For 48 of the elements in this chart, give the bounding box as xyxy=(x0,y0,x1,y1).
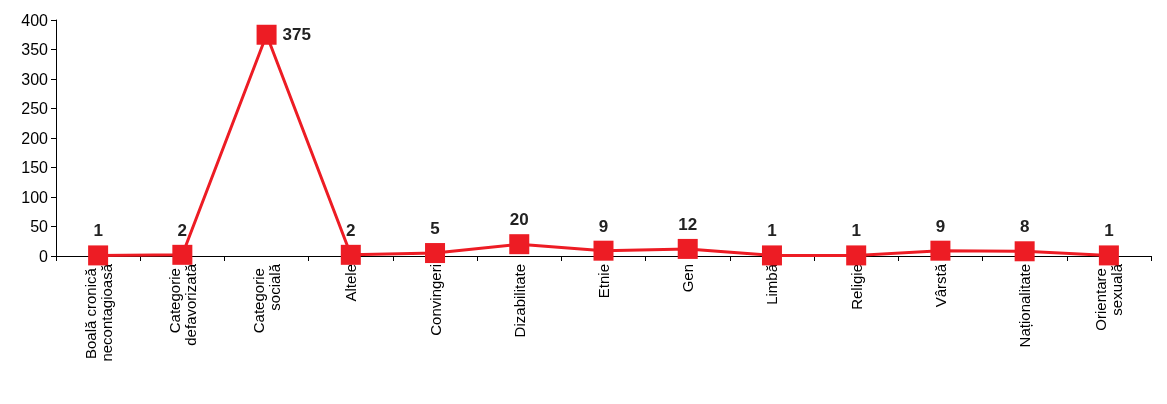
x-tick-label: Religie xyxy=(847,264,865,310)
x-tick-label: Vârstă xyxy=(931,263,949,308)
x-tick-label: Categorie defavorizată xyxy=(165,263,199,346)
data-label: 1 xyxy=(851,221,861,241)
x-tick-label: Categorie socială xyxy=(250,263,284,334)
x-tick-label: Orientare sexuală xyxy=(1092,263,1126,331)
point xyxy=(930,240,951,261)
data-label: 375 xyxy=(282,25,311,45)
y-tick-label: 50 xyxy=(30,218,49,235)
data-label: 1 xyxy=(1104,221,1114,241)
point xyxy=(172,244,193,265)
data-label: 8 xyxy=(1019,217,1030,237)
x-tick-label: Dizabilitate xyxy=(510,264,528,338)
point xyxy=(425,243,446,264)
data-label: 2 xyxy=(177,220,188,240)
data-label: 2 xyxy=(346,220,356,240)
point xyxy=(88,245,109,266)
y-tick-label: 200 xyxy=(21,129,49,147)
y-tick-label: 250 xyxy=(21,100,49,117)
data-label: 1 xyxy=(767,221,777,241)
x-tick-label: Naționalitate xyxy=(1016,264,1034,348)
y-tick-label: 100 xyxy=(21,188,49,206)
data-label: 12 xyxy=(678,214,698,234)
x-tick-label: Gen xyxy=(679,264,697,293)
x-tick-label: Etnie xyxy=(595,264,612,299)
y-tick-label: 300 xyxy=(21,70,49,88)
data-label: 9 xyxy=(598,216,609,236)
point xyxy=(593,240,614,261)
data-label: 9 xyxy=(935,216,946,236)
point xyxy=(340,244,361,265)
point xyxy=(1098,245,1119,266)
x-tick-label: Limbă xyxy=(763,263,781,305)
point xyxy=(509,234,530,255)
point xyxy=(256,24,277,45)
data-label: 20 xyxy=(509,210,529,230)
data-label: 1 xyxy=(93,221,103,241)
point xyxy=(846,245,867,266)
point xyxy=(761,245,782,266)
x-tick-label: Convingeri xyxy=(426,264,444,336)
x-tick-label: Altele xyxy=(342,264,360,302)
point xyxy=(677,238,698,259)
y-tick-label: 150 xyxy=(21,159,49,176)
y-tick-label: 0 xyxy=(39,247,49,265)
point xyxy=(1014,241,1035,262)
data-label: 5 xyxy=(430,219,440,239)
y-tick-label: 400 xyxy=(21,11,49,29)
y-tick-label: 350 xyxy=(21,41,49,58)
x-tick-label: Boală cronică necontagioasă xyxy=(81,263,115,362)
